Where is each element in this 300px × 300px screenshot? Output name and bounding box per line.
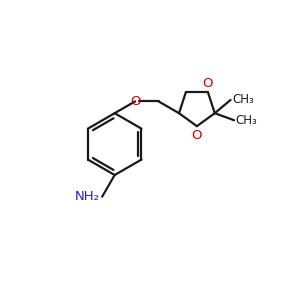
Text: CH₃: CH₃ xyxy=(232,93,254,106)
Text: NH₂: NH₂ xyxy=(75,190,100,203)
Text: CH₃: CH₃ xyxy=(236,114,257,127)
Text: O: O xyxy=(203,77,213,90)
Text: O: O xyxy=(192,128,202,142)
Text: O: O xyxy=(130,95,140,108)
